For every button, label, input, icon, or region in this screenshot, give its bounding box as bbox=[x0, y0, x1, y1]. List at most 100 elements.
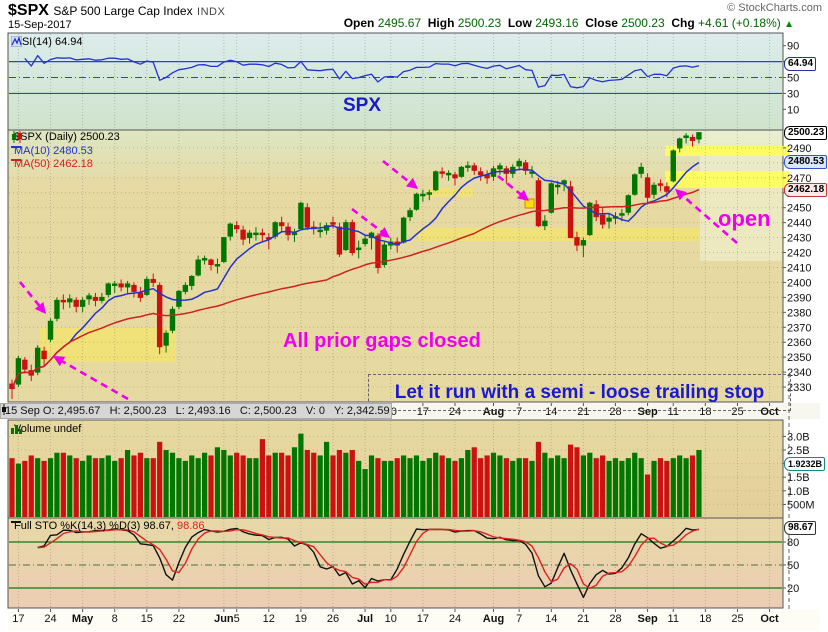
svg-text:1.5B: 1.5B bbox=[787, 472, 810, 484]
svg-text:2400: 2400 bbox=[787, 277, 811, 289]
gap-marker bbox=[524, 198, 535, 209]
svg-text:18: 18 bbox=[699, 406, 711, 418]
svg-text:Sep: Sep bbox=[637, 613, 657, 625]
open-annotation: open bbox=[718, 206, 771, 231]
svg-text:2360: 2360 bbox=[787, 337, 811, 349]
svg-text:Aug: Aug bbox=[483, 613, 504, 625]
svg-text:Jun: Jun bbox=[214, 613, 234, 625]
symbol-label: $SPX bbox=[8, 2, 49, 19]
svg-text:17: 17 bbox=[417, 613, 429, 625]
rsi-legend-label: RSI(14) 64.94 bbox=[14, 36, 83, 48]
svg-text:22: 22 bbox=[173, 613, 185, 625]
symbol-name: S&P 500 Large Cap Index bbox=[53, 4, 193, 18]
svg-text:1.0B: 1.0B bbox=[787, 486, 810, 498]
chart-date: 15-Sep-2017 bbox=[8, 19, 72, 31]
low-value: 2493.16 bbox=[535, 16, 579, 30]
svg-text:2.5B: 2.5B bbox=[787, 445, 810, 457]
svg-text:15: 15 bbox=[141, 613, 153, 625]
svg-text:2450: 2450 bbox=[787, 203, 811, 215]
svg-text:Jul: Jul bbox=[357, 613, 373, 625]
volume-legend-label: Volume undef bbox=[14, 423, 82, 435]
svg-text:Aug: Aug bbox=[483, 406, 504, 418]
svg-text:Sep: Sep bbox=[637, 406, 657, 418]
svg-text:25: 25 bbox=[731, 613, 743, 625]
spx-annotation: SPX bbox=[343, 95, 382, 116]
svg-text:17: 17 bbox=[417, 406, 429, 418]
copyright: © StockCharts.com bbox=[727, 2, 822, 14]
svg-text:12: 12 bbox=[263, 613, 275, 625]
trailing-stop-annotation: Let it run with a semi - loose trailing … bbox=[394, 381, 765, 403]
svg-text:2370: 2370 bbox=[787, 322, 811, 334]
stoch-legend-black: Full STO %K(14,3) %D(3) 98.67, bbox=[14, 520, 174, 532]
svg-text:18: 18 bbox=[699, 613, 711, 625]
chg-value: +4.61 (+0.18%) bbox=[698, 16, 781, 30]
svg-text:7: 7 bbox=[516, 406, 522, 418]
svg-text:5: 5 bbox=[234, 613, 240, 625]
up-arrow-icon: ▲ bbox=[784, 19, 794, 30]
ma50-value-box: 2462.18 bbox=[784, 183, 828, 197]
svg-text:2330: 2330 bbox=[787, 382, 811, 394]
svg-text:14: 14 bbox=[545, 613, 557, 625]
low-label: Low bbox=[507, 16, 532, 30]
ma50-legend-label: MA(50) 2462.18 bbox=[14, 158, 93, 170]
moving-average-lines bbox=[11, 161, 700, 389]
svg-text:24: 24 bbox=[449, 406, 461, 418]
status-bar-text: 15 Sep O: 2,495.67 H: 2,500.23 L: 2,493.… bbox=[5, 405, 390, 417]
svg-text:17: 17 bbox=[12, 613, 24, 625]
svg-text:2380: 2380 bbox=[787, 307, 811, 319]
svg-text:May: May bbox=[72, 613, 94, 625]
ma10-legend: MA(10) 2480.53 bbox=[11, 145, 93, 157]
quote-bar: Open 2495.67 High 2500.23 Low 2493.16 Cl… bbox=[344, 16, 794, 30]
svg-text:50: 50 bbox=[787, 560, 799, 572]
svg-text:2410: 2410 bbox=[787, 262, 811, 274]
svg-text:14: 14 bbox=[545, 406, 557, 418]
svg-text:10: 10 bbox=[787, 104, 799, 116]
chg-label: Chg bbox=[671, 16, 695, 30]
main-legend-label: $SPX (Daily) 2500.23 bbox=[14, 131, 120, 143]
svg-text:19: 19 bbox=[295, 613, 307, 625]
volume-legend: Volume undef bbox=[11, 423, 81, 435]
ma50-legend: MA(50) 2462.18 bbox=[11, 158, 93, 170]
exchange-label: INDX bbox=[197, 6, 226, 18]
gaps-annotation: All prior gaps closed bbox=[283, 330, 481, 352]
svg-text:21: 21 bbox=[577, 613, 589, 625]
open-label: Open bbox=[343, 16, 375, 30]
svg-text:2440: 2440 bbox=[787, 218, 811, 230]
svg-text:2470: 2470 bbox=[787, 173, 811, 185]
svg-text:Oct: Oct bbox=[760, 613, 779, 625]
svg-text:2390: 2390 bbox=[787, 292, 811, 304]
ma10-value-box: 2480.53 bbox=[784, 155, 828, 169]
price-value-box: 2500.23 bbox=[784, 126, 828, 140]
svg-text:50: 50 bbox=[787, 73, 799, 85]
svg-text:7: 7 bbox=[516, 613, 522, 625]
svg-text:2340: 2340 bbox=[787, 367, 811, 379]
svg-text:2490: 2490 bbox=[787, 143, 811, 155]
high-value: 2500.23 bbox=[457, 16, 502, 30]
axis-labels: 9070503010249024802470246024502440243024… bbox=[12, 41, 814, 625]
svg-text:90: 90 bbox=[787, 41, 799, 53]
svg-text:20: 20 bbox=[787, 583, 799, 595]
rsi-value-box: 64.94 bbox=[784, 57, 817, 71]
svg-text:24: 24 bbox=[44, 613, 56, 625]
svg-text:80: 80 bbox=[787, 537, 799, 549]
status-bar: 15 Sep O: 2,495.67 H: 2,500.23 L: 2,493.… bbox=[0, 403, 392, 419]
close-value: 2500.23 bbox=[621, 16, 665, 30]
svg-text:500M: 500M bbox=[787, 499, 815, 511]
stochastic-lines bbox=[37, 527, 700, 599]
stoch-value-box: 98.67 bbox=[784, 521, 817, 535]
high-label: High bbox=[427, 16, 455, 30]
header-title: $SPX S&P 500 Large Cap Index INDX bbox=[8, 2, 225, 20]
svg-text:10: 10 bbox=[385, 613, 397, 625]
rsi-line bbox=[24, 54, 700, 89]
svg-text:2350: 2350 bbox=[787, 352, 811, 364]
rsi-legend: RSI(14) 64.94 bbox=[11, 36, 82, 48]
gap-highlight-bands bbox=[40, 146, 789, 362]
svg-text:11: 11 bbox=[668, 406, 679, 418]
main-legend: $SPX (Daily) 2500.23 bbox=[11, 131, 120, 143]
svg-text:8: 8 bbox=[112, 613, 118, 625]
ma10-legend-label: MA(10) 2480.53 bbox=[14, 145, 93, 157]
svg-text:24: 24 bbox=[449, 613, 461, 625]
close-label: Close bbox=[585, 16, 618, 30]
open-value: 2495.67 bbox=[377, 16, 422, 30]
